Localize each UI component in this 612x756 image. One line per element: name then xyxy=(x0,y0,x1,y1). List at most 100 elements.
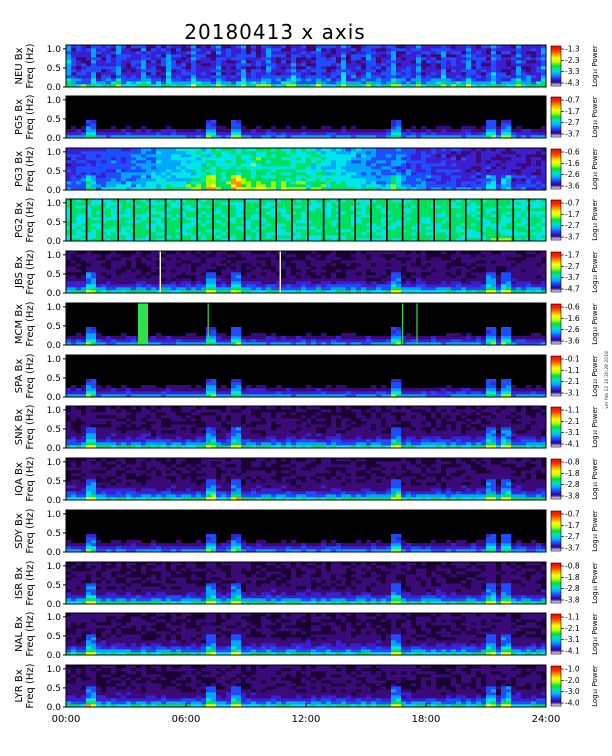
colorbar-tick-label: -2.7 xyxy=(565,532,580,541)
x-tick-label: 06:00 xyxy=(172,714,201,725)
colorbar: -0.7 -1.7 -2.7 -3.7 Log₁₀ Power xyxy=(550,510,599,553)
colorbar-tick-label: -1.1 xyxy=(565,613,580,622)
freq-label: Freq (Hz) xyxy=(25,353,36,398)
panel-y-label: PG2 Bx Freq (Hz) xyxy=(14,197,36,242)
gap-line xyxy=(465,199,467,241)
panel-frame xyxy=(65,198,547,242)
station-label: PG2 Bx xyxy=(14,202,25,238)
colorbar-tick-label: -0.7 xyxy=(565,96,580,105)
y-tick-label: 0.0 xyxy=(47,134,62,144)
colorbar-tick-label: -4.0 xyxy=(565,699,580,708)
gap-line xyxy=(401,199,404,241)
colorbar-gradient xyxy=(550,199,562,241)
gap-line xyxy=(180,199,183,241)
colorbar-label: Log₁₀ Power xyxy=(591,96,599,138)
colorbar-tick-label: -4.3 xyxy=(565,79,580,88)
colorbar-tick-label: -0.1 xyxy=(565,355,580,364)
y-tick-label: 0.0 xyxy=(47,393,62,403)
margin-note: ver feb 12 10:30:28 2018 xyxy=(604,351,610,409)
colorbar-tick-label: -1.7 xyxy=(565,251,580,260)
y-tick-label: 1.0 xyxy=(47,562,62,572)
y-tick-label: 0.0 xyxy=(47,341,62,351)
colorbar-tick-label: -1.8 xyxy=(565,573,580,582)
colorbar-tick-label: -0.8 xyxy=(565,562,580,571)
gap-line xyxy=(159,251,161,293)
colorbar: -0.6 -1.6 -2.6 -3.6 Log₁₀ Power xyxy=(550,303,599,346)
gap-line xyxy=(85,199,88,241)
spectrogram-cells xyxy=(66,45,547,88)
spike-line xyxy=(207,303,209,345)
station-label: SDY Bx xyxy=(14,513,25,549)
freq-label: Freq (Hz) xyxy=(25,94,36,139)
colorbar: -1.1 -2.1 -3.1 -4.1 Log₁₀ Power xyxy=(550,406,599,449)
y-tick-label: 1.0 xyxy=(47,613,62,623)
gap-line xyxy=(101,199,104,241)
gap-line xyxy=(307,199,309,241)
panel-frame xyxy=(65,405,547,449)
y-tick-label: 0.0 xyxy=(47,548,62,558)
freq-label: Freq (Hz) xyxy=(25,560,36,605)
colorbar-tick-label: -3.0 xyxy=(565,687,580,696)
y-tick-label: 0.5 xyxy=(47,425,61,435)
panel-pg5: 0.0 0.5 1.0 PG5 Bx Freq (Hz) -0.7 -1.7 -2.7 -3.7… xyxy=(14,94,599,144)
colorbar-tick-label: -2.6 xyxy=(565,170,580,179)
gap-line xyxy=(496,199,499,241)
colorbar-tick-label: -2.8 xyxy=(565,584,580,593)
saturated-block xyxy=(138,303,148,345)
colorbar-tick-label: -3.8 xyxy=(565,492,580,501)
colorbar-tick-label: -2.8 xyxy=(565,480,580,489)
colorbar-tick-label: -3.3 xyxy=(565,67,580,76)
station-label: NAL Bx xyxy=(14,616,25,652)
gap-line xyxy=(117,199,119,241)
colorbar: -0.8 -1.8 -2.8 -3.8 Log₁₀ Power xyxy=(550,562,599,605)
colorbar-tick-label: -3.8 xyxy=(565,596,580,605)
colorbar-tick-label: -2.3 xyxy=(565,56,580,65)
gap-line xyxy=(480,199,483,241)
spike-line xyxy=(416,303,418,345)
x-tick-label: 00:00 xyxy=(52,714,81,725)
colorbar-tick-label: -1.0 xyxy=(565,665,580,674)
y-tick-label: 1.0 xyxy=(47,510,62,520)
station-label: SPA Bx xyxy=(14,359,25,394)
gap-line xyxy=(149,199,151,241)
colorbar-tick-label: -1.1 xyxy=(565,406,580,415)
colorbar-tick-label: -1.8 xyxy=(565,469,580,478)
gap-line xyxy=(70,199,72,241)
gap-line xyxy=(338,199,341,241)
gap-line xyxy=(196,199,198,241)
y-tick-label: 0.0 xyxy=(47,237,62,247)
x-tick-label: 12:00 xyxy=(292,714,321,725)
gap-line xyxy=(291,199,293,241)
panel-frame xyxy=(65,354,547,398)
colorbar-label: Log₁₀ Power xyxy=(591,665,599,707)
colorbar-tick-label: -1.7 xyxy=(565,210,580,219)
freq-label: Freq (Hz) xyxy=(25,611,36,656)
freq-label: Freq (Hz) xyxy=(25,197,36,242)
colorbar-label: Log₁₀ Power xyxy=(591,562,599,604)
colorbar-tick-label: -4.7 xyxy=(565,285,580,294)
colorbar: -0.7 -1.7 -2.7 -3.7 Log₁₀ Power xyxy=(550,199,599,242)
freq-label: Freq (Hz) xyxy=(25,456,36,501)
colorbar-label: Log₁₀ Power xyxy=(591,406,599,448)
gap-line xyxy=(228,199,230,241)
colorbar-tick-label: -0.8 xyxy=(565,458,580,467)
spectrogram-cells xyxy=(66,562,547,605)
gap-line xyxy=(133,199,135,241)
freq-label: Freq (Hz) xyxy=(25,301,36,346)
spectrogram-cells xyxy=(66,251,547,294)
panel-y-label: SNK Bx Freq (Hz) xyxy=(14,404,36,449)
panel-sdy: 0.0 0.5 1.0 SDY Bx Freq (Hz) -0.7 -1.7 -2.7 -3.7… xyxy=(14,508,599,558)
station-label: JBS Bx xyxy=(14,256,25,289)
spectrogram-cells xyxy=(66,534,547,553)
station-label: PG5 Bx xyxy=(14,99,25,135)
colorbar-tick-label: -3.1 xyxy=(565,428,580,437)
panel-frame xyxy=(65,95,547,139)
y-tick-label: 0.0 xyxy=(47,600,62,610)
spectrogram-cells xyxy=(66,120,547,139)
panel-frame xyxy=(65,612,547,656)
colorbar-tick-label: -2.7 xyxy=(565,118,580,127)
y-tick-label: 0.5 xyxy=(47,374,61,384)
colorbar-gradient xyxy=(550,510,562,552)
chart-title: 20180413 x axis xyxy=(184,20,365,44)
